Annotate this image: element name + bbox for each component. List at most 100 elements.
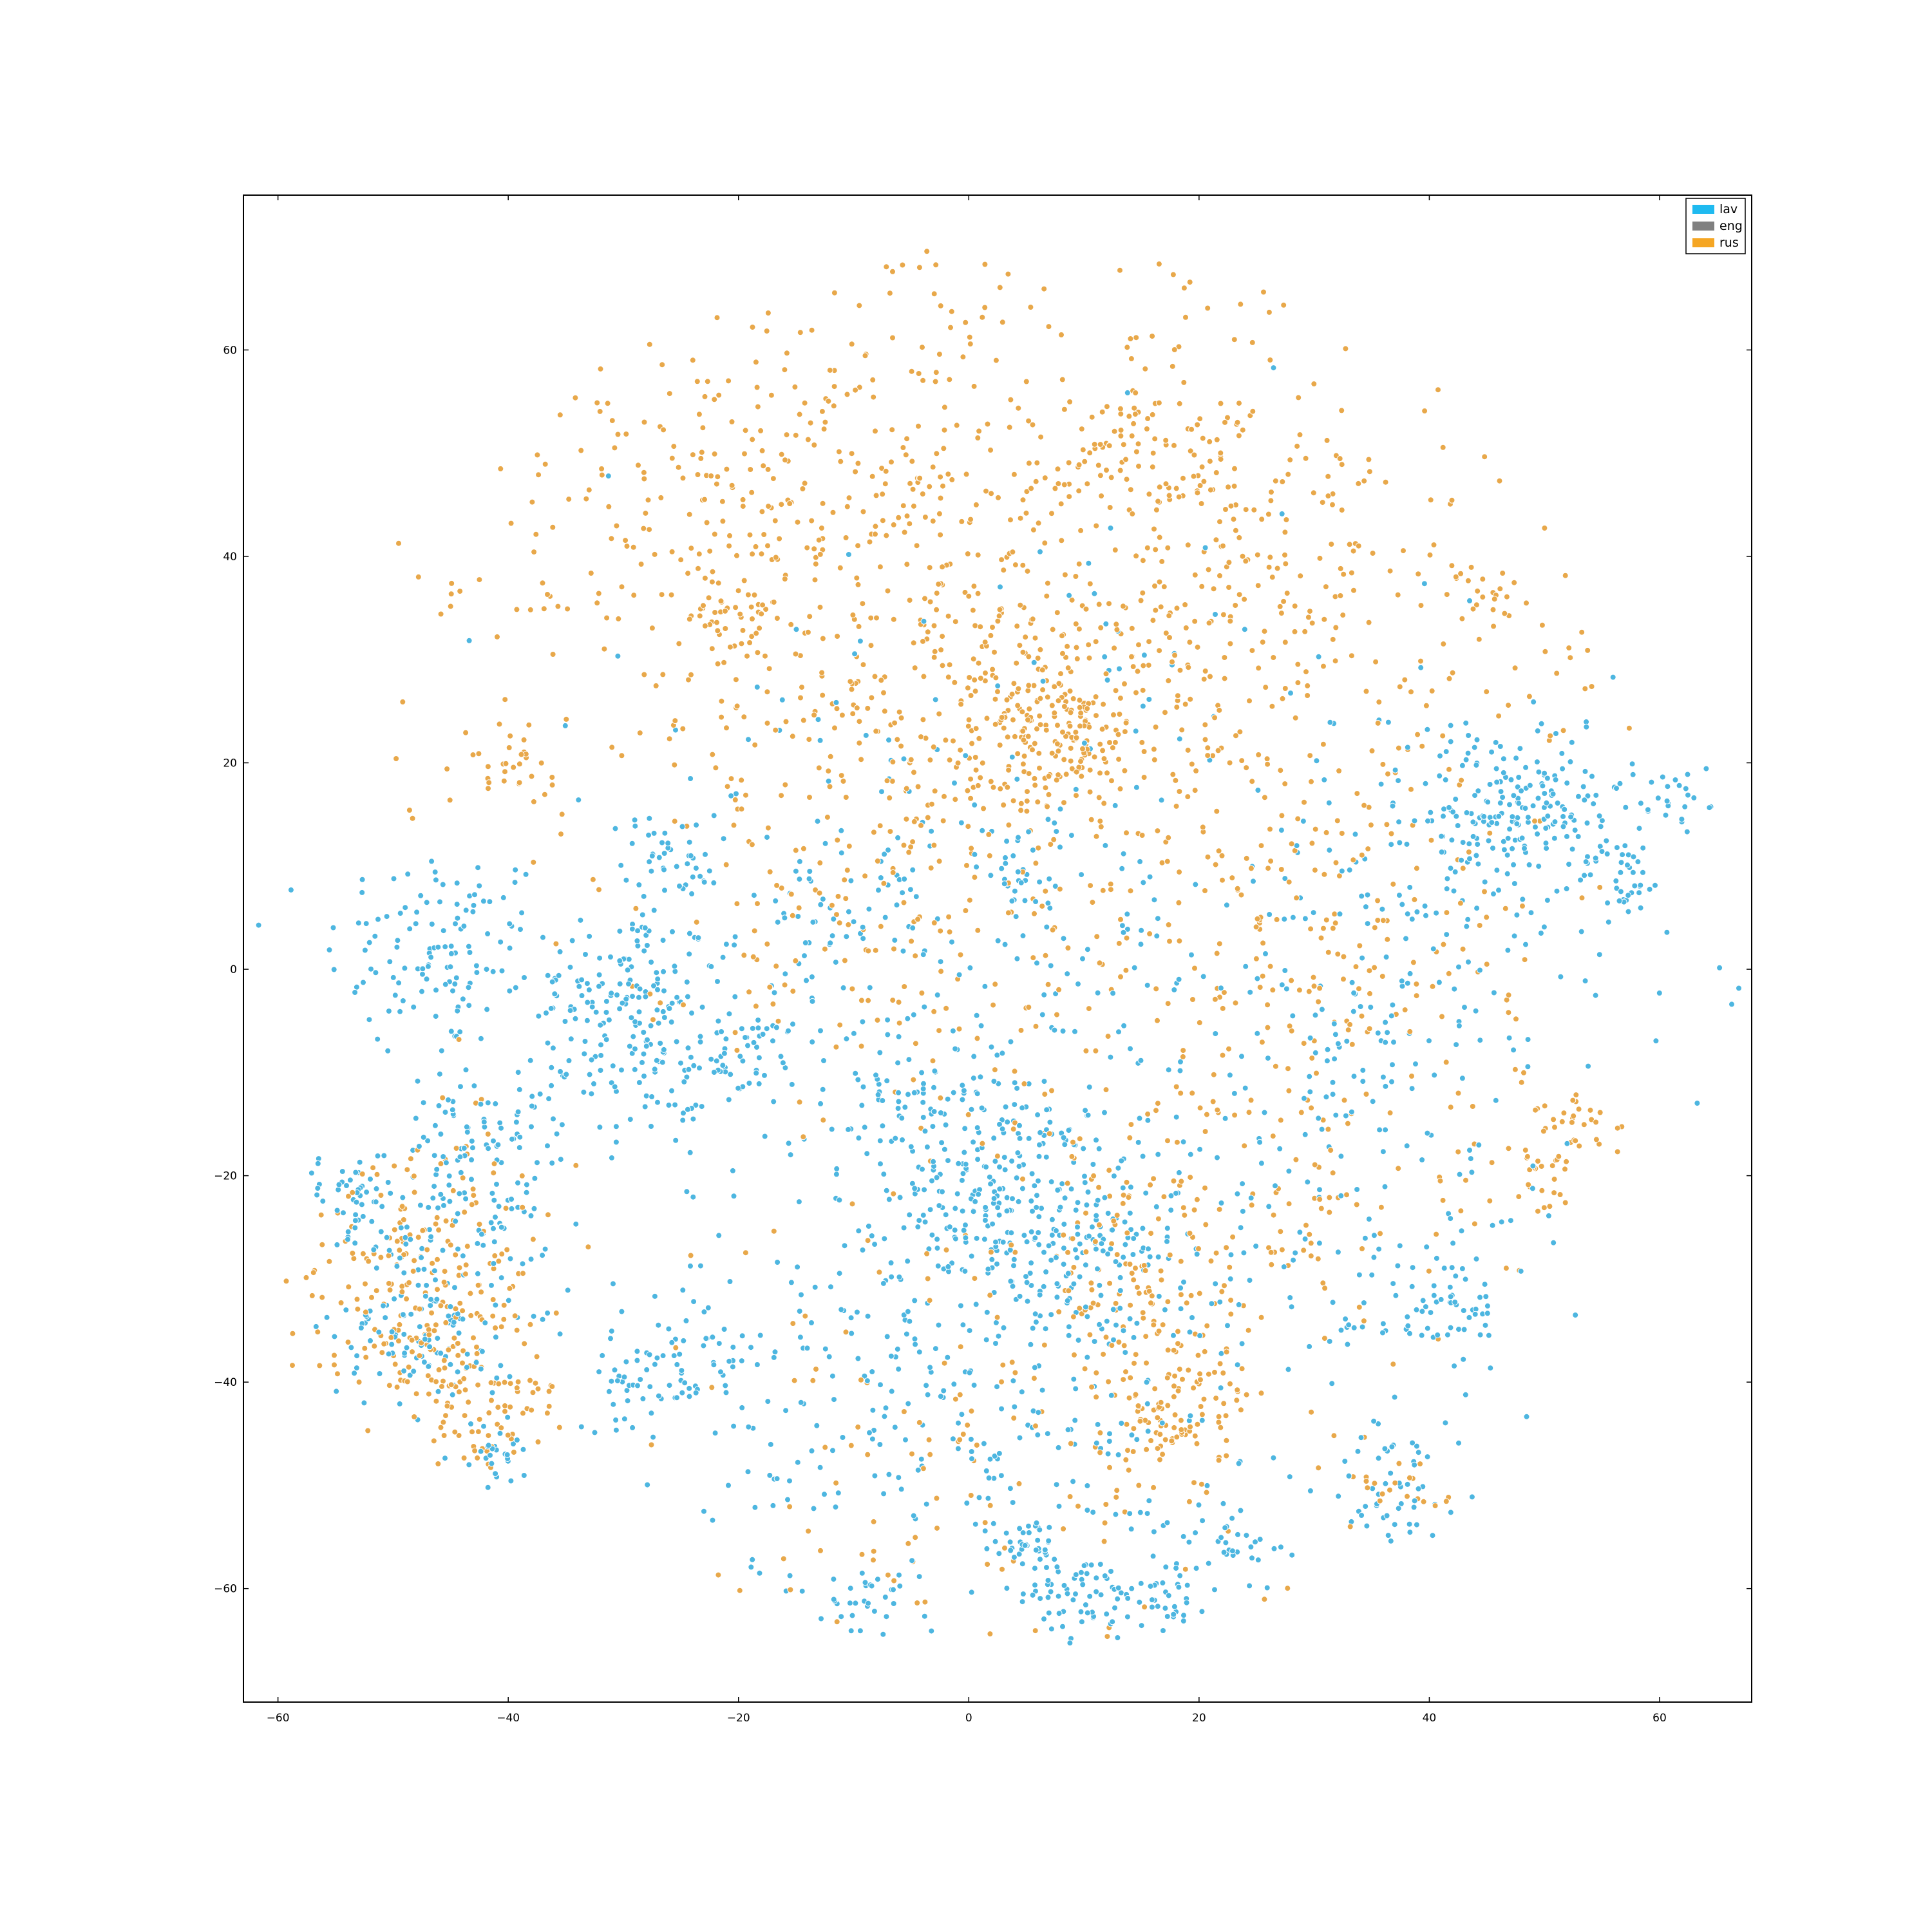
scatter-point-rus [1171, 652, 1179, 659]
scatter-point-lav [1120, 1254, 1127, 1261]
scatter-point-rus [1010, 1415, 1018, 1421]
scatter-point-lav [1054, 1564, 1061, 1571]
scatter-point-rus [1336, 768, 1343, 774]
scatter-point-rus [1045, 791, 1052, 798]
scatter-point-rus [1012, 562, 1019, 569]
scatter-point-rus [1379, 1490, 1386, 1497]
scatter-point-lav [1101, 1109, 1108, 1116]
scatter-point-lav [1012, 913, 1019, 920]
scatter-point-rus [355, 1379, 363, 1386]
scatter-point-rus [1017, 601, 1024, 609]
scatter-point-rus [554, 603, 562, 610]
scatter-point-rus [1100, 1350, 1107, 1358]
scatter-point-lav [1036, 1241, 1043, 1248]
scatter-point-lav [459, 1316, 466, 1323]
scatter-point-lav [666, 1005, 673, 1012]
scatter-point-rus [817, 551, 824, 558]
scatter-point-lav [455, 1245, 461, 1253]
scatter-point-lav [785, 1140, 792, 1147]
scatter-point-rus [1376, 1497, 1383, 1504]
scatter-point-lav [486, 898, 493, 905]
scatter-point-lav [1585, 1063, 1592, 1070]
scatter-point-rus [1194, 1421, 1201, 1428]
scatter-point-lav [1370, 1254, 1378, 1261]
scatter-point-rus [441, 1365, 448, 1372]
scatter-point-rus [864, 1451, 871, 1458]
scatter-point-rus [565, 496, 573, 503]
scatter-point-lav [954, 1190, 961, 1197]
scatter-point-rus [699, 424, 706, 431]
scatter-point-lav [918, 1455, 925, 1463]
scatter-point-rus [1359, 1245, 1365, 1252]
scatter-point-lav [1346, 866, 1353, 873]
scatter-point-rus [1190, 1385, 1197, 1392]
scatter-point-lav [949, 1435, 956, 1443]
scatter-point-lav [452, 920, 459, 927]
scatter-point-rus [648, 1441, 655, 1448]
scatter-point-rus [1010, 1126, 1017, 1133]
scatter-point-lav [1619, 851, 1626, 858]
scatter-point-rus [853, 574, 860, 582]
scatter-point-lav [1218, 1200, 1225, 1206]
scatter-point-lav [642, 993, 649, 1000]
scatter-point-lav [1004, 1119, 1011, 1126]
scatter-point-rus [957, 951, 964, 958]
scatter-point-rus [1065, 945, 1072, 951]
scatter-point-lav [1036, 1213, 1043, 1220]
scatter-point-rus [1495, 712, 1502, 719]
scatter-point-rus [1155, 260, 1162, 267]
scatter-point-lav [860, 1083, 867, 1090]
scatter-point-rus [1034, 799, 1041, 806]
scatter-point-lav [1247, 1195, 1255, 1202]
scatter-point-rus [431, 1327, 438, 1334]
scatter-point-lav [1243, 1532, 1250, 1539]
scatter-point-lav [906, 1318, 913, 1325]
scatter-point-rus [1122, 1368, 1129, 1376]
scatter-point-rus [1095, 601, 1103, 608]
scatter-point-lav [1084, 1482, 1091, 1489]
scatter-point-rus [941, 426, 948, 433]
scatter-point-rus [972, 725, 980, 732]
scatter-point-lav [1313, 757, 1320, 764]
scatter-point-rus [632, 905, 639, 912]
scatter-point-rus [891, 1577, 898, 1584]
scatter-point-rus [738, 777, 745, 784]
scatter-point-lav [755, 1025, 762, 1032]
scatter-point-rus [723, 861, 730, 868]
scatter-point-lav [1455, 963, 1462, 971]
scatter-point-lav [403, 1224, 410, 1231]
scatter-point-rus [1153, 1107, 1159, 1114]
scatter-point-lav [1140, 879, 1147, 886]
scatter-point-rus [1198, 464, 1206, 471]
scatter-point-lav [1364, 920, 1371, 927]
scatter-point-lav [1473, 852, 1480, 859]
scatter-point-lav [1001, 1166, 1009, 1173]
scatter-point-rus [474, 1454, 481, 1461]
scatter-point-lav [582, 1038, 589, 1045]
scatter-point-rus [764, 824, 772, 831]
scatter-point-lav [1241, 626, 1248, 633]
scatter-point-lav [1464, 750, 1472, 757]
scatter-point-lav [1447, 1215, 1454, 1222]
scatter-point-lav [937, 1110, 944, 1116]
scatter-point-rus [1013, 659, 1020, 667]
scatter-point-lav [1033, 1519, 1040, 1526]
scatter-point-lav [990, 1135, 998, 1142]
scatter-point-rus [836, 920, 843, 927]
scatter-point-lav [1493, 779, 1501, 786]
scatter-point-rus [470, 1192, 477, 1199]
scatter-point-lav [1272, 1182, 1278, 1189]
scatter-point-lav [421, 1359, 428, 1366]
scatter-point-rus [943, 1246, 950, 1253]
scatter-point-rus [1392, 1479, 1399, 1486]
scatter-point-rus [761, 531, 768, 538]
scatter-point-lav [674, 1361, 681, 1368]
scatter-point-lav [1522, 764, 1530, 771]
scatter-point-lav [651, 1066, 658, 1073]
scatter-point-lav [1321, 776, 1328, 783]
scatter-point-lav [1497, 799, 1504, 806]
scatter-point-rus [918, 990, 925, 996]
scatter-point-rus [1236, 400, 1242, 407]
scatter-point-rus [506, 1285, 513, 1292]
scatter-point-lav [489, 1189, 496, 1197]
